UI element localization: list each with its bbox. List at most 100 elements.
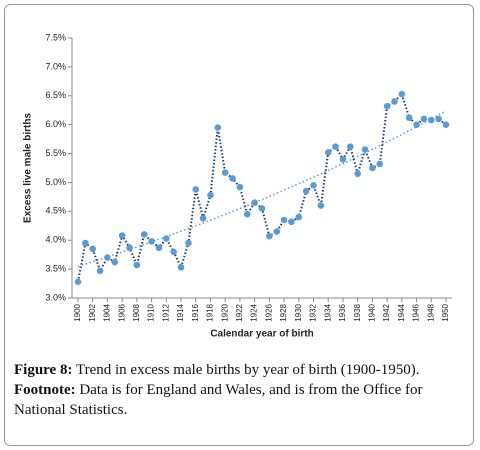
frame bbox=[4, 4, 474, 446]
point bbox=[185, 239, 192, 247]
x-tick-label: 1910 bbox=[147, 303, 156, 321]
point bbox=[177, 264, 185, 271]
point bbox=[398, 90, 406, 98]
point bbox=[163, 235, 170, 242]
y-tick-label: 7.5% bbox=[45, 32, 66, 42]
point bbox=[236, 183, 244, 191]
y-tick-label: 3.0% bbox=[45, 292, 66, 302]
footnote-label: Footnote: bbox=[14, 382, 76, 398]
point bbox=[324, 149, 332, 156]
x-tick-label: 1926 bbox=[264, 303, 273, 321]
point bbox=[273, 228, 281, 235]
point bbox=[111, 258, 119, 266]
point bbox=[295, 213, 303, 221]
x-tick-label: 1912 bbox=[161, 303, 170, 321]
x-tick-label: 1930 bbox=[294, 303, 303, 321]
x-axis-title: Calendar year of birth bbox=[210, 329, 313, 340]
point bbox=[170, 248, 177, 256]
caption: Figure 8: Trend in excess male births by… bbox=[14, 360, 470, 420]
y-tick-label: 5.0% bbox=[45, 177, 66, 187]
x-tick-label: 1938 bbox=[353, 303, 362, 321]
point bbox=[140, 231, 148, 238]
x-tick-label: 1934 bbox=[323, 303, 332, 321]
point bbox=[96, 267, 104, 275]
point bbox=[310, 182, 317, 189]
x-tick-label: 1922 bbox=[235, 303, 244, 321]
y-tick-label: 4.5% bbox=[45, 206, 66, 216]
x-tick-label: 1908 bbox=[132, 303, 141, 321]
point bbox=[339, 156, 347, 163]
x-tick-label: 1920 bbox=[220, 303, 229, 321]
point bbox=[435, 115, 442, 123]
x-tick-label: 1932 bbox=[309, 303, 318, 321]
point bbox=[383, 102, 391, 110]
x-tick-label: 1904 bbox=[103, 303, 112, 321]
figure-text: Trend in excess male births by year of b… bbox=[75, 362, 420, 378]
x-tick-label: 1902 bbox=[88, 303, 97, 321]
x-tick-label: 1936 bbox=[338, 303, 347, 321]
x-tick-label: 1900 bbox=[73, 303, 82, 321]
point bbox=[192, 186, 200, 193]
point bbox=[104, 254, 111, 261]
point bbox=[427, 116, 435, 124]
footnote-text: Data is for England and Wales, and is fr… bbox=[14, 382, 423, 418]
point bbox=[148, 238, 155, 245]
point bbox=[376, 160, 384, 168]
x-tick-label: 1918 bbox=[206, 303, 215, 321]
chart: Excess live male births Calendar year of… bbox=[23, 32, 452, 340]
point bbox=[369, 164, 376, 172]
x-tick-label: 1948 bbox=[426, 303, 435, 321]
y-axis-title: Excess live male births bbox=[23, 113, 34, 224]
point bbox=[251, 199, 258, 206]
x-tick-label: 1950 bbox=[441, 303, 450, 321]
x-tick-label: 1942 bbox=[382, 303, 391, 321]
y-tick-label: 6.5% bbox=[45, 90, 66, 100]
series-line bbox=[77, 92, 447, 282]
trendline bbox=[77, 110, 447, 268]
x-tick-label: 1914 bbox=[176, 303, 185, 321]
y-tick-label: 3.5% bbox=[45, 263, 66, 273]
x-tick-label: 1946 bbox=[412, 303, 421, 321]
point bbox=[405, 114, 413, 122]
x-tick-label: 1924 bbox=[250, 303, 259, 321]
x-tick-label: 1940 bbox=[368, 303, 377, 321]
x-tick-label: 1928 bbox=[279, 303, 288, 321]
point bbox=[207, 191, 214, 199]
y-tick-label: 6.0% bbox=[45, 119, 66, 129]
x-tick-label: 1944 bbox=[397, 303, 406, 321]
point bbox=[82, 239, 89, 247]
point bbox=[214, 124, 222, 131]
point bbox=[413, 121, 420, 128]
point bbox=[347, 143, 354, 150]
point bbox=[243, 210, 251, 218]
point bbox=[442, 121, 450, 128]
point bbox=[280, 216, 288, 224]
y-tick-label: 4.0% bbox=[45, 235, 66, 245]
point bbox=[126, 244, 133, 252]
point bbox=[391, 98, 398, 105]
point bbox=[266, 232, 273, 240]
point bbox=[354, 170, 361, 178]
x-tick-label: 1916 bbox=[191, 303, 200, 321]
point bbox=[332, 143, 339, 150]
point bbox=[420, 115, 428, 123]
point bbox=[258, 205, 266, 212]
point bbox=[199, 214, 207, 222]
point bbox=[229, 175, 236, 182]
point bbox=[361, 146, 369, 153]
x-tick-label: 1906 bbox=[117, 303, 126, 321]
point bbox=[155, 244, 163, 252]
figure-caption: Figure 8: Trend in excess male births by… bbox=[14, 360, 470, 380]
footnote: Footnote: Data is for England and Wales,… bbox=[14, 380, 470, 420]
figure-label: Figure 8: bbox=[14, 362, 73, 378]
point bbox=[221, 169, 229, 176]
point bbox=[118, 232, 126, 239]
point bbox=[288, 218, 295, 226]
y-tick-label: 5.5% bbox=[45, 148, 66, 158]
y-tick-label: 7.0% bbox=[45, 61, 66, 71]
point bbox=[74, 278, 82, 286]
point bbox=[302, 187, 310, 195]
point bbox=[133, 261, 141, 269]
point bbox=[317, 202, 325, 209]
point bbox=[89, 245, 97, 253]
